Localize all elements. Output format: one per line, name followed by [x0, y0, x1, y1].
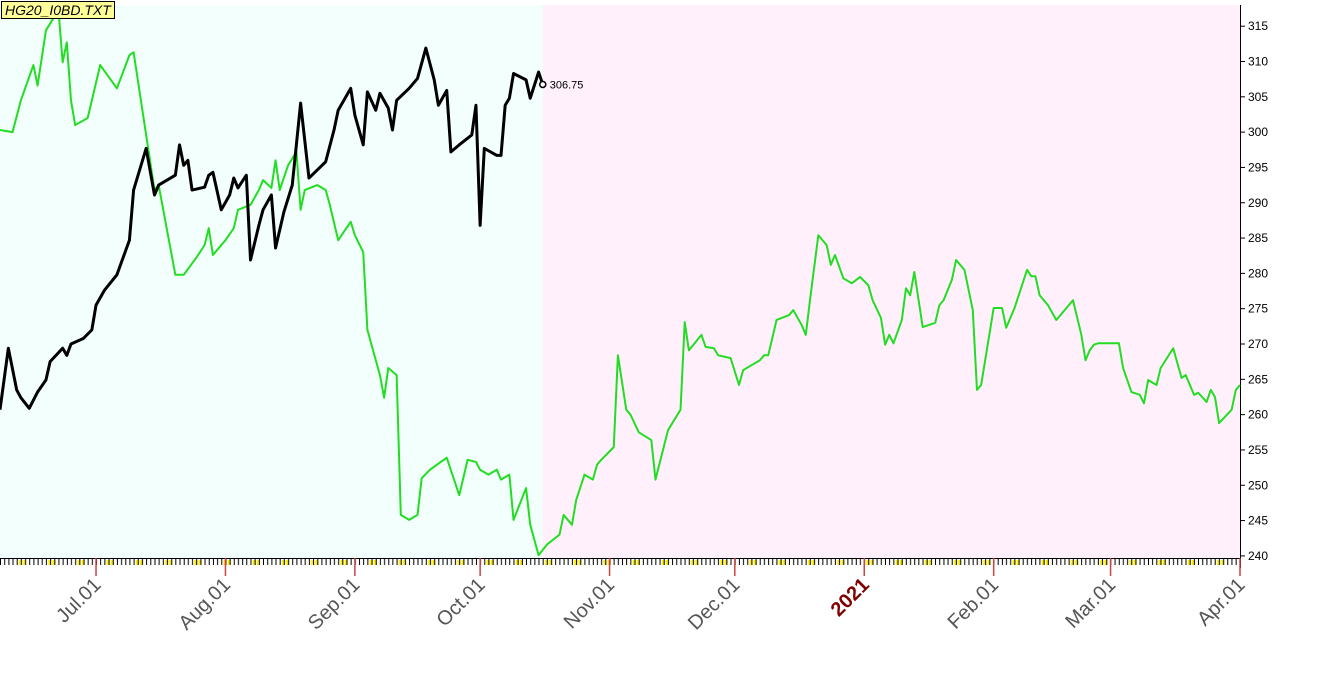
y-tick-label: 310 — [1248, 55, 1268, 69]
x-tick-label: Dec.01 — [684, 574, 744, 634]
y-tick-label: 275 — [1248, 302, 1268, 316]
x-tick-label: Feb.01 — [944, 574, 1004, 634]
y-tick-label: 250 — [1248, 478, 1268, 492]
series-line — [0, 8, 1241, 557]
y-tick-label: 240 — [1248, 549, 1268, 563]
y-tick-label: 300 — [1248, 125, 1268, 139]
x-tick-label: Mar.01 — [1061, 574, 1120, 633]
series-line — [0, 46, 545, 410]
x-tick-label: Jul.01 — [52, 574, 105, 627]
last-value-label: 306.75 — [550, 79, 584, 91]
y-tick-label: 255 — [1248, 443, 1268, 457]
y-tick-label: 260 — [1248, 408, 1268, 422]
x-tick-label: Apr.01 — [1193, 574, 1249, 630]
last-value-marker — [539, 80, 547, 89]
y-tick-label: 285 — [1248, 231, 1268, 245]
y-tick-label: 315 — [1248, 19, 1268, 33]
plot-background — [542, 5, 1240, 558]
plot-background — [0, 5, 543, 558]
x-tick-label: Oct.01 — [432, 574, 489, 631]
x-tick-label: Nov.01 — [560, 574, 619, 633]
date-ruler — [0, 558, 1240, 568]
y-tick-label: 280 — [1248, 266, 1268, 280]
y-tick-label: 265 — [1248, 372, 1268, 386]
y-tick-label: 245 — [1248, 514, 1268, 528]
chart-title: HG20_I0BD.TXT — [1, 1, 115, 19]
y-tick-label: 295 — [1248, 160, 1268, 174]
x-tick-label: Sep.01 — [304, 574, 364, 634]
y-tick-label: 290 — [1248, 196, 1268, 210]
x-tick-label: 2021 — [827, 574, 874, 621]
x-tick-label: Aug.01 — [175, 574, 235, 634]
y-tick-label: 305 — [1248, 90, 1268, 104]
y-tick-label: 270 — [1248, 337, 1268, 351]
